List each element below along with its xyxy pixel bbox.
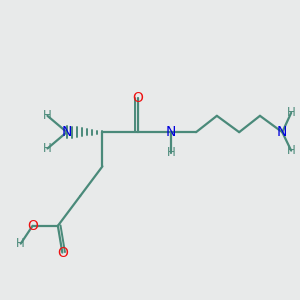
Text: H: H bbox=[287, 144, 296, 157]
Text: H: H bbox=[167, 146, 175, 160]
Text: O: O bbox=[133, 91, 143, 105]
Text: O: O bbox=[27, 219, 38, 233]
Text: O: O bbox=[57, 245, 68, 260]
Text: N: N bbox=[277, 125, 287, 139]
Text: H: H bbox=[43, 109, 52, 122]
Text: H: H bbox=[16, 237, 25, 250]
Text: H: H bbox=[287, 106, 296, 119]
Text: H: H bbox=[43, 142, 52, 155]
Text: N: N bbox=[166, 125, 176, 139]
Text: N: N bbox=[61, 125, 72, 139]
